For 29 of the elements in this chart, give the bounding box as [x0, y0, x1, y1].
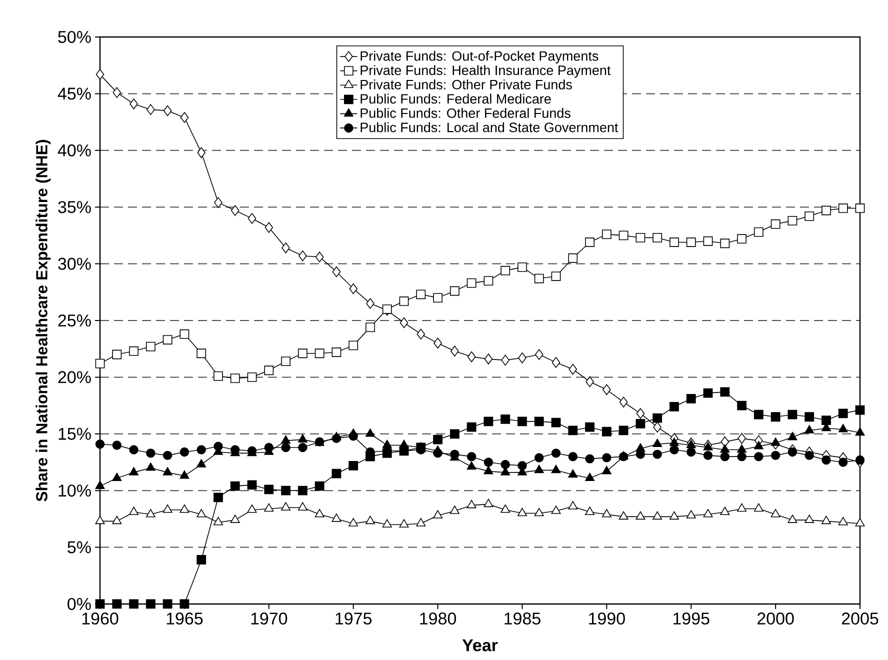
legend-label: Public Funds: Other Federal Funds	[360, 108, 570, 118]
x-tick-label: 2000	[758, 612, 794, 625]
legend-label: Private Funds: Out-of-Pocket Payments	[360, 50, 598, 64]
legend-label: Public Funds: Local and State Government	[360, 122, 618, 132]
y-tick-label: 25%	[58, 314, 91, 327]
x-axis-title: Year	[462, 639, 498, 652]
x-tick-label: 1980	[420, 612, 456, 625]
x-tick-label: 1960	[82, 612, 118, 625]
legend-label: Public Funds: Federal Medicare	[360, 94, 551, 104]
y-axis-title: Share in National Healthcare Expenditure (NHE)	[36, 140, 51, 502]
x-tick-label: 1975	[336, 612, 372, 625]
y-tick-label: 35%	[58, 201, 91, 214]
y-tick-label: 45%	[58, 88, 91, 100]
x-tick-label: 1985	[504, 612, 540, 625]
x-tick-label: 1995	[674, 612, 710, 625]
x-tick-label: 2005	[842, 612, 878, 625]
y-tick-label: 0%	[68, 598, 91, 610]
y-tick-label: 30%	[58, 258, 91, 270]
legend-label: Private Funds: Other Private Funds	[360, 79, 572, 90]
y-tick-label: 5%	[68, 541, 91, 554]
x-tick-label: 1990	[589, 612, 625, 625]
y-tick-label: 50%	[58, 30, 91, 44]
y-tick-label: 10%	[58, 484, 91, 497]
y-tick-label: 40%	[58, 144, 91, 156]
y-tick-label: 20%	[58, 371, 91, 384]
y-tick-label: 15%	[58, 428, 91, 440]
x-tick-label: 1970	[251, 612, 288, 625]
x-tick-label: 1965	[166, 612, 203, 625]
legend-label: Private Funds: Health Insurance Payment	[360, 65, 611, 78]
